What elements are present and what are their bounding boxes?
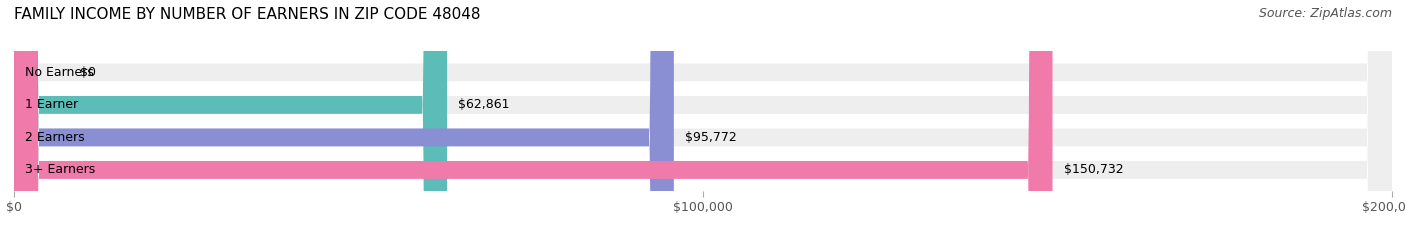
Text: No Earners: No Earners bbox=[25, 66, 94, 79]
FancyBboxPatch shape bbox=[14, 0, 1053, 233]
Text: 3+ Earners: 3+ Earners bbox=[25, 163, 96, 176]
FancyBboxPatch shape bbox=[14, 0, 1392, 233]
FancyBboxPatch shape bbox=[14, 0, 1392, 233]
FancyBboxPatch shape bbox=[14, 0, 1392, 233]
Text: Source: ZipAtlas.com: Source: ZipAtlas.com bbox=[1258, 7, 1392, 20]
Text: $62,861: $62,861 bbox=[458, 98, 509, 111]
Text: $0: $0 bbox=[80, 66, 96, 79]
FancyBboxPatch shape bbox=[14, 0, 1392, 233]
Text: 1 Earner: 1 Earner bbox=[25, 98, 79, 111]
Text: $95,772: $95,772 bbox=[685, 131, 737, 144]
Text: FAMILY INCOME BY NUMBER OF EARNERS IN ZIP CODE 48048: FAMILY INCOME BY NUMBER OF EARNERS IN ZI… bbox=[14, 7, 481, 22]
FancyBboxPatch shape bbox=[14, 0, 673, 233]
FancyBboxPatch shape bbox=[14, 0, 447, 233]
Text: $150,732: $150,732 bbox=[1063, 163, 1123, 176]
Text: 2 Earners: 2 Earners bbox=[25, 131, 84, 144]
